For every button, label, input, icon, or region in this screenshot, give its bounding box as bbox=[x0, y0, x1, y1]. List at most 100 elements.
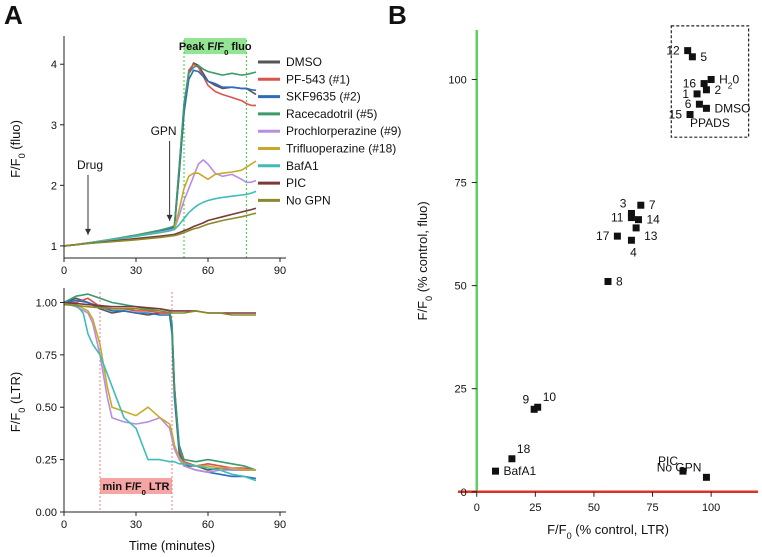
point-label-15: 4 bbox=[630, 245, 637, 259]
legend-label-6: BafA1 bbox=[286, 159, 319, 173]
panel-a-bottom-chart: min F/F0 LTR 0 30 60 90 0.00 0.25 0.50 0.75 1.00 F… bbox=[8, 288, 286, 553]
scatter-point-9 bbox=[627, 209, 635, 217]
scatter-point-13 bbox=[632, 224, 640, 232]
x-tick-label: 0 bbox=[61, 265, 67, 277]
legend-label-3: Racecadotril (#5) bbox=[286, 107, 377, 121]
annotation-arrow-head bbox=[166, 214, 173, 221]
x-tick-label: 90 bbox=[274, 519, 286, 531]
legend-label-1: PF-543 (#1) bbox=[286, 72, 350, 86]
point-label-13: 13 bbox=[644, 229, 658, 243]
y-tick-label: 2 bbox=[51, 180, 57, 192]
series-line-8 bbox=[63, 303, 256, 316]
point-label-17: 9 bbox=[522, 392, 529, 406]
point-label-20: BafA1 bbox=[504, 464, 537, 478]
point-label-11: 11 bbox=[611, 211, 624, 225]
legend-label-0: DMSO bbox=[286, 55, 322, 69]
scatter-point-8 bbox=[686, 111, 694, 119]
y-tick-label: 75 bbox=[455, 178, 467, 190]
series-line-0 bbox=[63, 62, 257, 247]
scatter-point-1 bbox=[688, 53, 696, 61]
point-label-1: 5 bbox=[700, 50, 707, 64]
x-tick-label: 25 bbox=[529, 502, 541, 514]
window-label-box bbox=[184, 38, 247, 54]
x-tick-label: 30 bbox=[130, 265, 142, 277]
y-tick-label: 4 bbox=[51, 59, 57, 71]
scatter-point-19 bbox=[508, 455, 516, 463]
y-tick-label: 1.00 bbox=[36, 297, 57, 309]
x-tick-label: 60 bbox=[202, 519, 214, 531]
annotation-label: Drug bbox=[77, 158, 103, 172]
x-tick-label: 90 bbox=[274, 265, 286, 277]
point-label-22: No GPN bbox=[657, 460, 702, 474]
legend-label-2: SKF9635 (#2) bbox=[286, 90, 361, 104]
point-label-16: 8 bbox=[616, 274, 623, 288]
window-label-box bbox=[100, 478, 172, 494]
y-tick-label: 25 bbox=[455, 384, 467, 396]
x-axis-label: Time (minutes) bbox=[129, 538, 215, 553]
annotation-arrow-head bbox=[85, 228, 91, 235]
panel-a-letter: A bbox=[4, 0, 23, 30]
scatter-point-5 bbox=[693, 90, 701, 98]
panel-a-top-chart: Peak F/F0 fluo 0 30 60 90 1 2 3 4 F/F0 (fluo) Drug… bbox=[8, 36, 401, 277]
scatter-point-18 bbox=[534, 403, 542, 411]
scatter-point-14 bbox=[613, 232, 621, 240]
y-tick-label: 0.50 bbox=[36, 402, 57, 414]
legend-label-8: No GPN bbox=[286, 193, 331, 207]
y-tick-label: 0.75 bbox=[36, 350, 57, 362]
scatter-point-0 bbox=[684, 47, 692, 55]
y-axis-label: F/F0 (LTR) bbox=[8, 372, 27, 432]
scatter-point-16 bbox=[604, 277, 612, 285]
y-tick-label: 0.00 bbox=[36, 507, 57, 519]
x-tick-label: 30 bbox=[130, 519, 142, 531]
scatter-point-20 bbox=[492, 467, 499, 475]
legend-label-5: Trifluoperazine (#18) bbox=[286, 142, 396, 156]
point-label-7: DMSO bbox=[714, 101, 750, 115]
y-tick-label: 50 bbox=[455, 281, 467, 293]
point-label-8: 15 bbox=[669, 108, 683, 122]
x-tick-label: 50 bbox=[588, 502, 600, 514]
point-label-12: 14 bbox=[646, 213, 660, 227]
y-axis-label: F/F0 (fluo) bbox=[8, 120, 27, 178]
scatter-point-2 bbox=[707, 75, 715, 83]
x-axis-label: F/F0 (% control, LTR) bbox=[547, 522, 669, 541]
point-label-6: 6 bbox=[685, 97, 692, 111]
point-label-9: 3 bbox=[620, 196, 627, 210]
scatter-point-11 bbox=[627, 214, 635, 222]
scatter-point-21 bbox=[679, 467, 687, 475]
scatter-point-7 bbox=[702, 104, 710, 112]
panel-b-letter: B bbox=[388, 0, 407, 30]
series-line-1 bbox=[63, 63, 256, 247]
series-line-7 bbox=[63, 207, 257, 247]
point-label-18: 10 bbox=[543, 390, 557, 404]
inset-box bbox=[670, 25, 750, 138]
point-label-3: 16 bbox=[683, 77, 697, 91]
series-line-7 bbox=[63, 301, 256, 314]
series-line-3 bbox=[63, 293, 257, 471]
x-tick-label: 75 bbox=[646, 502, 658, 514]
annotation-label: GPN bbox=[151, 124, 177, 138]
series-line-4 bbox=[63, 301, 256, 474]
y-tick-label: 3 bbox=[51, 120, 57, 132]
point-label-10: 7 bbox=[649, 198, 656, 212]
series-line-3 bbox=[63, 64, 257, 247]
scatter-point-15 bbox=[627, 236, 635, 244]
x-tick-label: 0 bbox=[474, 502, 480, 514]
legend-label-4: Prochlorperazine (#9) bbox=[286, 124, 401, 138]
scatter-point-10 bbox=[637, 201, 645, 209]
point-label-0: 12 bbox=[666, 44, 680, 58]
scatter-point-3 bbox=[700, 80, 708, 88]
y-tick-label: 0.25 bbox=[36, 455, 57, 467]
window-label: Peak F/F0 fluo bbox=[179, 41, 252, 57]
point-label-5: 1 bbox=[682, 87, 689, 101]
scatter-point-22 bbox=[702, 473, 710, 481]
x-tick-label: 0 bbox=[61, 519, 67, 531]
inset-box-label: PPADS bbox=[690, 116, 730, 130]
point-label-19: 18 bbox=[517, 442, 531, 456]
scatter-point-6 bbox=[695, 100, 703, 108]
x-tick-label: 100 bbox=[702, 502, 720, 514]
scatter-point-17 bbox=[530, 405, 538, 413]
y-tick-label: 100 bbox=[448, 74, 466, 86]
series-line-2 bbox=[63, 299, 257, 480]
point-label-4: 2 bbox=[714, 83, 721, 97]
